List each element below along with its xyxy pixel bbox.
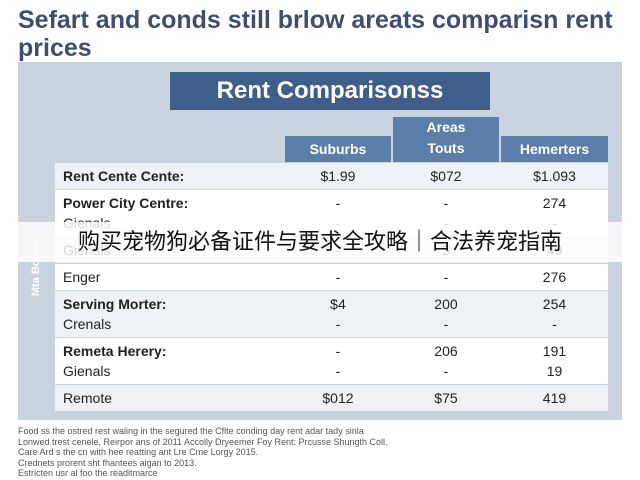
cell: 200 bbox=[434, 296, 458, 312]
cell: 419 bbox=[542, 390, 567, 406]
cell: - bbox=[335, 269, 341, 285]
banner: 购买宠物狗必备证件与要求全攻略｜合法养宠指南 bbox=[0, 222, 640, 262]
table-row: Enger - - 276 bbox=[55, 267, 608, 287]
table-row: Serving Morter: $4 200 254 bbox=[55, 294, 608, 314]
cell: - bbox=[335, 363, 341, 379]
cell: - bbox=[335, 195, 341, 211]
row-label: Power City Centre: bbox=[63, 195, 189, 211]
row-label: Enger bbox=[63, 269, 101, 285]
cell: 254 bbox=[542, 296, 567, 312]
cell: - bbox=[443, 316, 449, 332]
cell: - bbox=[443, 363, 449, 379]
cell: 274 bbox=[542, 195, 567, 211]
cell: $4 bbox=[330, 296, 346, 312]
cell: - bbox=[335, 343, 341, 359]
row-group: Serving Morter: $4 200 254 Crenals - - - bbox=[55, 290, 608, 337]
row-label: Rent Cente Cente: bbox=[63, 168, 185, 184]
column-header: Areas Touts bbox=[392, 117, 499, 162]
footnote-line: Food ss the ostred rest waling in the se… bbox=[18, 426, 364, 436]
table-row: Remote $012 $75 419 bbox=[55, 388, 608, 408]
column-header: Suburbs bbox=[284, 136, 391, 162]
table-row: Power City Centre: - - 274 bbox=[55, 193, 608, 213]
cell: 276 bbox=[542, 269, 567, 285]
cell: 206 bbox=[434, 343, 458, 359]
cell: - bbox=[552, 316, 557, 332]
cell: 19 bbox=[546, 363, 563, 379]
cell: $75 bbox=[434, 390, 458, 406]
cell: $1.99 bbox=[320, 168, 356, 184]
table-row: Gienals - - 19 bbox=[55, 361, 608, 381]
table: Suburbs Areas Touts Hemerters Rent Cente C… bbox=[55, 115, 608, 411]
table-row: Crenals - - - bbox=[55, 314, 608, 334]
row-group: Enger - - 276 bbox=[55, 263, 608, 290]
footnote-line: Estricten usr al foo the readitmarce bbox=[18, 468, 158, 478]
cell: - bbox=[335, 316, 341, 332]
cell: $072 bbox=[430, 168, 462, 184]
row-group: Remote $012 $75 419 bbox=[55, 384, 608, 411]
footnotes: Food ss the ostred rest waling in the se… bbox=[18, 426, 622, 479]
table-row: Remeta Herery: - 206 191 bbox=[55, 341, 608, 361]
row-label: Serving Morter: bbox=[63, 296, 167, 312]
footnote-line: Care Ard s the cn with hee reatting ant … bbox=[18, 447, 259, 457]
header-row: Suburbs Areas Touts Hemerters bbox=[55, 115, 608, 162]
footnote-line: Crednets prorent sht fhantees aigan to 2… bbox=[18, 457, 197, 468]
table-body: Rent Cente Cente: $1.99 $072 $1.093 Power Ci… bbox=[55, 162, 608, 411]
cell: 191 bbox=[542, 343, 567, 359]
footnote-line: Lonwed trest cenele, Reirpor ans of 2011… bbox=[18, 436, 388, 447]
row-group: Rent Cente Cente: $1.99 $072 $1.093 bbox=[55, 162, 608, 189]
cell: - bbox=[443, 269, 449, 285]
panel-title: Rent Comparisonss bbox=[170, 72, 490, 110]
table-row: Rent Cente Cente: $1.99 $072 $1.093 bbox=[55, 166, 608, 186]
cell: - bbox=[443, 195, 449, 211]
row-label: Remeta Herery: bbox=[63, 343, 167, 359]
cell: $012 bbox=[322, 390, 354, 406]
row-group: Remeta Herery: - 206 191 Gienals - - 19 bbox=[55, 337, 608, 384]
title: Sefart and conds still brlow areats comp… bbox=[18, 6, 613, 62]
row-label: Remote bbox=[63, 390, 113, 406]
row-label: Gienals bbox=[63, 363, 111, 379]
column-header: Hemerters bbox=[500, 136, 608, 162]
cell: $1.093 bbox=[533, 168, 576, 184]
row-label: Crenals bbox=[63, 316, 112, 332]
